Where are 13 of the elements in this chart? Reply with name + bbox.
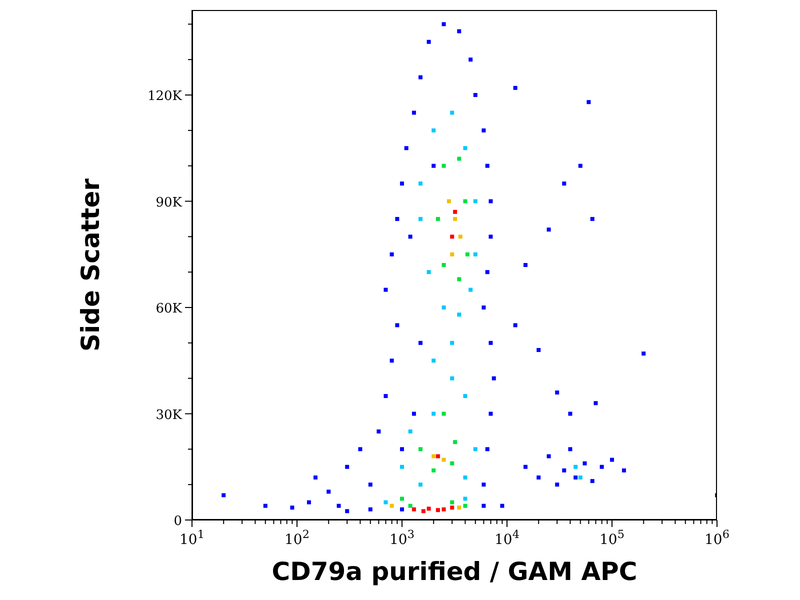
- y-tick-label: 30K: [156, 408, 182, 423]
- y-tick-label: 120K: [147, 89, 182, 104]
- x-tick-label: 10$^{1}$: [180, 528, 204, 548]
- x-tick-label: 10$^{4}$: [494, 528, 520, 548]
- x-tick-label: 10$^{5}$: [600, 528, 624, 548]
- x-tick-label: 10$^{3}$: [390, 528, 414, 548]
- x-tick-label: 10$^{6}$: [704, 528, 730, 548]
- y-axis-title: Side Scatter: [76, 178, 105, 352]
- y-tick-label: 90K: [156, 195, 182, 210]
- x-axis-title: CD79a purified / GAM APC: [272, 557, 638, 586]
- y-tick-label: 60K: [156, 302, 182, 316]
- y-tick-label: 0: [174, 514, 182, 529]
- x-tick-label: 10$^{2}$: [284, 528, 310, 548]
